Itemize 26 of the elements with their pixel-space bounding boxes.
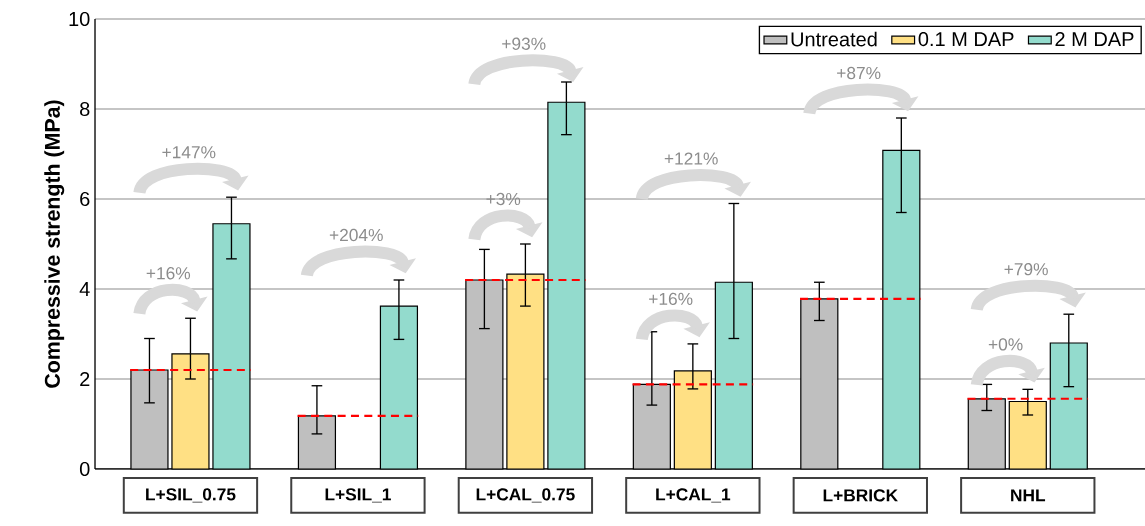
x-tick-label: L+CAL_0.75	[476, 488, 575, 503]
annotation: +16%	[649, 292, 693, 306]
y-tick-label: 0	[79, 461, 90, 477]
annotation: +93%	[502, 37, 546, 50]
x-tick-label: L+BRICK	[823, 489, 898, 502]
annotation: +16%	[146, 267, 191, 280]
y-tick-label: 10	[69, 11, 90, 27]
y-tick-label: 4	[79, 282, 90, 296]
annotation: +87%	[837, 66, 881, 80]
legend-label: 0.1 M DAP	[918, 32, 1014, 47]
x-tick-label: L+SIL_0.75	[146, 488, 236, 503]
x-tick-label: L+SIL_1	[325, 488, 391, 503]
legend-label: Untreated	[791, 31, 877, 47]
annotation: +147%	[162, 146, 216, 159]
annotation: +3%	[486, 192, 521, 206]
annotation: +0%	[988, 338, 1023, 351]
legend-label: 2 M DAP	[1055, 32, 1134, 46]
y-axis-title: Compressive strength (MPa)	[44, 100, 65, 388]
y-tick-label: 2	[80, 372, 90, 386]
annotation: +204%	[329, 228, 383, 242]
annotation: +121%	[664, 152, 718, 165]
x-tick-label: L+CAL_1	[656, 488, 731, 503]
annotation: +79%	[1004, 263, 1048, 276]
y-tick-label: 8	[80, 101, 90, 117]
y-tick-label: 6	[80, 191, 90, 207]
x-tick-label: NHL	[1011, 489, 1046, 502]
